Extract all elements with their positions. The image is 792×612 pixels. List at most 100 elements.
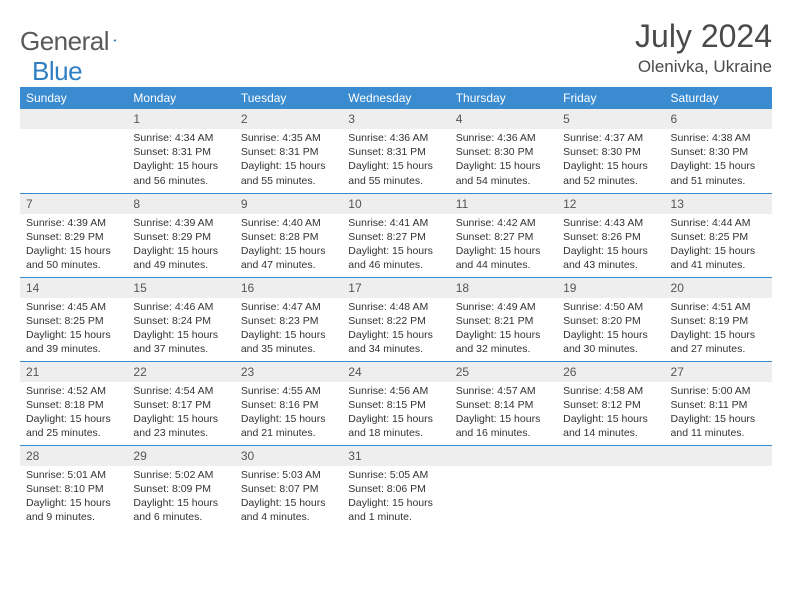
day-number: 4 (450, 109, 557, 129)
day-number: 20 (665, 278, 772, 298)
logo-triangle-icon (113, 32, 116, 48)
day-number: 19 (557, 278, 664, 298)
weekday-header: Saturday (665, 87, 772, 109)
day-info: Sunrise: 4:57 AMSunset: 8:14 PMDaylight:… (450, 382, 557, 445)
day-info: Sunrise: 4:38 AMSunset: 8:30 PMDaylight:… (665, 129, 772, 192)
weekday-header: Monday (127, 87, 234, 109)
calendar-cell: . (665, 445, 772, 529)
day-info: Sunrise: 4:56 AMSunset: 8:15 PMDaylight:… (342, 382, 449, 445)
day-info: Sunrise: 4:55 AMSunset: 8:16 PMDaylight:… (235, 382, 342, 445)
calendar-cell: 10Sunrise: 4:41 AMSunset: 8:27 PMDayligh… (342, 193, 449, 277)
logo-word2: Blue (32, 56, 82, 86)
day-number: 9 (235, 194, 342, 214)
calendar-cell: 12Sunrise: 4:43 AMSunset: 8:26 PMDayligh… (557, 193, 664, 277)
weekday-header: Thursday (450, 87, 557, 109)
day-number: 13 (665, 194, 772, 214)
day-number: 14 (20, 278, 127, 298)
weekday-header: Wednesday (342, 87, 449, 109)
calendar-row: .1Sunrise: 4:34 AMSunset: 8:31 PMDayligh… (20, 109, 772, 193)
calendar-cell: 3Sunrise: 4:36 AMSunset: 8:31 PMDaylight… (342, 109, 449, 193)
logo-word1: General (20, 26, 109, 57)
day-info: Sunrise: 4:41 AMSunset: 8:27 PMDaylight:… (342, 214, 449, 277)
weekday-header: Sunday (20, 87, 127, 109)
day-info: Sunrise: 4:50 AMSunset: 8:20 PMDaylight:… (557, 298, 664, 361)
calendar-cell: 1Sunrise: 4:34 AMSunset: 8:31 PMDaylight… (127, 109, 234, 193)
day-number: 8 (127, 194, 234, 214)
day-info: Sunrise: 5:00 AMSunset: 8:11 PMDaylight:… (665, 382, 772, 445)
day-number: 24 (342, 362, 449, 382)
day-number: 1 (127, 109, 234, 129)
calendar-cell: 25Sunrise: 4:57 AMSunset: 8:14 PMDayligh… (450, 361, 557, 445)
calendar-cell: 13Sunrise: 4:44 AMSunset: 8:25 PMDayligh… (665, 193, 772, 277)
calendar-cell: 20Sunrise: 4:51 AMSunset: 8:19 PMDayligh… (665, 277, 772, 361)
day-info: Sunrise: 4:47 AMSunset: 8:23 PMDaylight:… (235, 298, 342, 361)
calendar-header-row: SundayMondayTuesdayWednesdayThursdayFrid… (20, 87, 772, 109)
calendar-cell: 11Sunrise: 4:42 AMSunset: 8:27 PMDayligh… (450, 193, 557, 277)
day-info: Sunrise: 4:40 AMSunset: 8:28 PMDaylight:… (235, 214, 342, 277)
calendar-cell: 16Sunrise: 4:47 AMSunset: 8:23 PMDayligh… (235, 277, 342, 361)
day-info: Sunrise: 4:49 AMSunset: 8:21 PMDaylight:… (450, 298, 557, 361)
weekday-header: Friday (557, 87, 664, 109)
day-number: 21 (20, 362, 127, 382)
calendar-cell: 15Sunrise: 4:46 AMSunset: 8:24 PMDayligh… (127, 277, 234, 361)
weekday-header: Tuesday (235, 87, 342, 109)
day-number: 7 (20, 194, 127, 214)
location-subtitle: Olenivka, Ukraine (635, 57, 772, 77)
calendar-cell: 29Sunrise: 5:02 AMSunset: 8:09 PMDayligh… (127, 445, 234, 529)
calendar-cell: 28Sunrise: 5:01 AMSunset: 8:10 PMDayligh… (20, 445, 127, 529)
day-number: 26 (557, 362, 664, 382)
day-info: Sunrise: 4:51 AMSunset: 8:19 PMDaylight:… (665, 298, 772, 361)
calendar-cell: 5Sunrise: 4:37 AMSunset: 8:30 PMDaylight… (557, 109, 664, 193)
calendar-cell: 27Sunrise: 5:00 AMSunset: 8:11 PMDayligh… (665, 361, 772, 445)
day-info: Sunrise: 4:58 AMSunset: 8:12 PMDaylight:… (557, 382, 664, 445)
calendar-row: 14Sunrise: 4:45 AMSunset: 8:25 PMDayligh… (20, 277, 772, 361)
day-number: 31 (342, 446, 449, 466)
day-info: Sunrise: 4:48 AMSunset: 8:22 PMDaylight:… (342, 298, 449, 361)
day-number: 3 (342, 109, 449, 129)
calendar-cell: . (450, 445, 557, 529)
day-number: 22 (127, 362, 234, 382)
day-info: Sunrise: 4:37 AMSunset: 8:30 PMDaylight:… (557, 129, 664, 192)
calendar-row: 21Sunrise: 4:52 AMSunset: 8:18 PMDayligh… (20, 361, 772, 445)
day-number: 16 (235, 278, 342, 298)
calendar-cell: 17Sunrise: 4:48 AMSunset: 8:22 PMDayligh… (342, 277, 449, 361)
day-number: 23 (235, 362, 342, 382)
page-title: July 2024 (635, 18, 772, 55)
day-info: Sunrise: 4:39 AMSunset: 8:29 PMDaylight:… (127, 214, 234, 277)
calendar-cell: 7Sunrise: 4:39 AMSunset: 8:29 PMDaylight… (20, 193, 127, 277)
calendar-cell: . (557, 445, 664, 529)
day-info: Sunrise: 4:36 AMSunset: 8:30 PMDaylight:… (450, 129, 557, 192)
day-info: Sunrise: 4:39 AMSunset: 8:29 PMDaylight:… (20, 214, 127, 277)
day-number: 25 (450, 362, 557, 382)
calendar-cell: . (20, 109, 127, 193)
calendar-cell: 14Sunrise: 4:45 AMSunset: 8:25 PMDayligh… (20, 277, 127, 361)
calendar-cell: 21Sunrise: 4:52 AMSunset: 8:18 PMDayligh… (20, 361, 127, 445)
day-info: Sunrise: 4:36 AMSunset: 8:31 PMDaylight:… (342, 129, 449, 192)
day-number: 11 (450, 194, 557, 214)
day-number: 27 (665, 362, 772, 382)
calendar-cell: 9Sunrise: 4:40 AMSunset: 8:28 PMDaylight… (235, 193, 342, 277)
day-info: Sunrise: 4:54 AMSunset: 8:17 PMDaylight:… (127, 382, 234, 445)
day-info: Sunrise: 4:46 AMSunset: 8:24 PMDaylight:… (127, 298, 234, 361)
day-info: Sunrise: 4:52 AMSunset: 8:18 PMDaylight:… (20, 382, 127, 445)
day-info: Sunrise: 5:01 AMSunset: 8:10 PMDaylight:… (20, 466, 127, 529)
day-info: Sunrise: 5:05 AMSunset: 8:06 PMDaylight:… (342, 466, 449, 529)
day-info: Sunrise: 4:43 AMSunset: 8:26 PMDaylight:… (557, 214, 664, 277)
header: General July 2024 Olenivka, Ukraine (20, 18, 772, 77)
day-number: 29 (127, 446, 234, 466)
calendar-table: SundayMondayTuesdayWednesdayThursdayFrid… (20, 87, 772, 529)
day-number: 12 (557, 194, 664, 214)
calendar-cell: 2Sunrise: 4:35 AMSunset: 8:31 PMDaylight… (235, 109, 342, 193)
calendar-row: 28Sunrise: 5:01 AMSunset: 8:10 PMDayligh… (20, 445, 772, 529)
day-info: Sunrise: 4:35 AMSunset: 8:31 PMDaylight:… (235, 129, 342, 192)
day-number: 30 (235, 446, 342, 466)
day-number: 5 (557, 109, 664, 129)
day-info: Sunrise: 4:34 AMSunset: 8:31 PMDaylight:… (127, 129, 234, 192)
calendar-cell: 23Sunrise: 4:55 AMSunset: 8:16 PMDayligh… (235, 361, 342, 445)
day-number: 6 (665, 109, 772, 129)
day-number: 28 (20, 446, 127, 466)
day-number: 2 (235, 109, 342, 129)
day-info: Sunrise: 4:44 AMSunset: 8:25 PMDaylight:… (665, 214, 772, 277)
day-info: Sunrise: 4:45 AMSunset: 8:25 PMDaylight:… (20, 298, 127, 361)
day-number: 17 (342, 278, 449, 298)
